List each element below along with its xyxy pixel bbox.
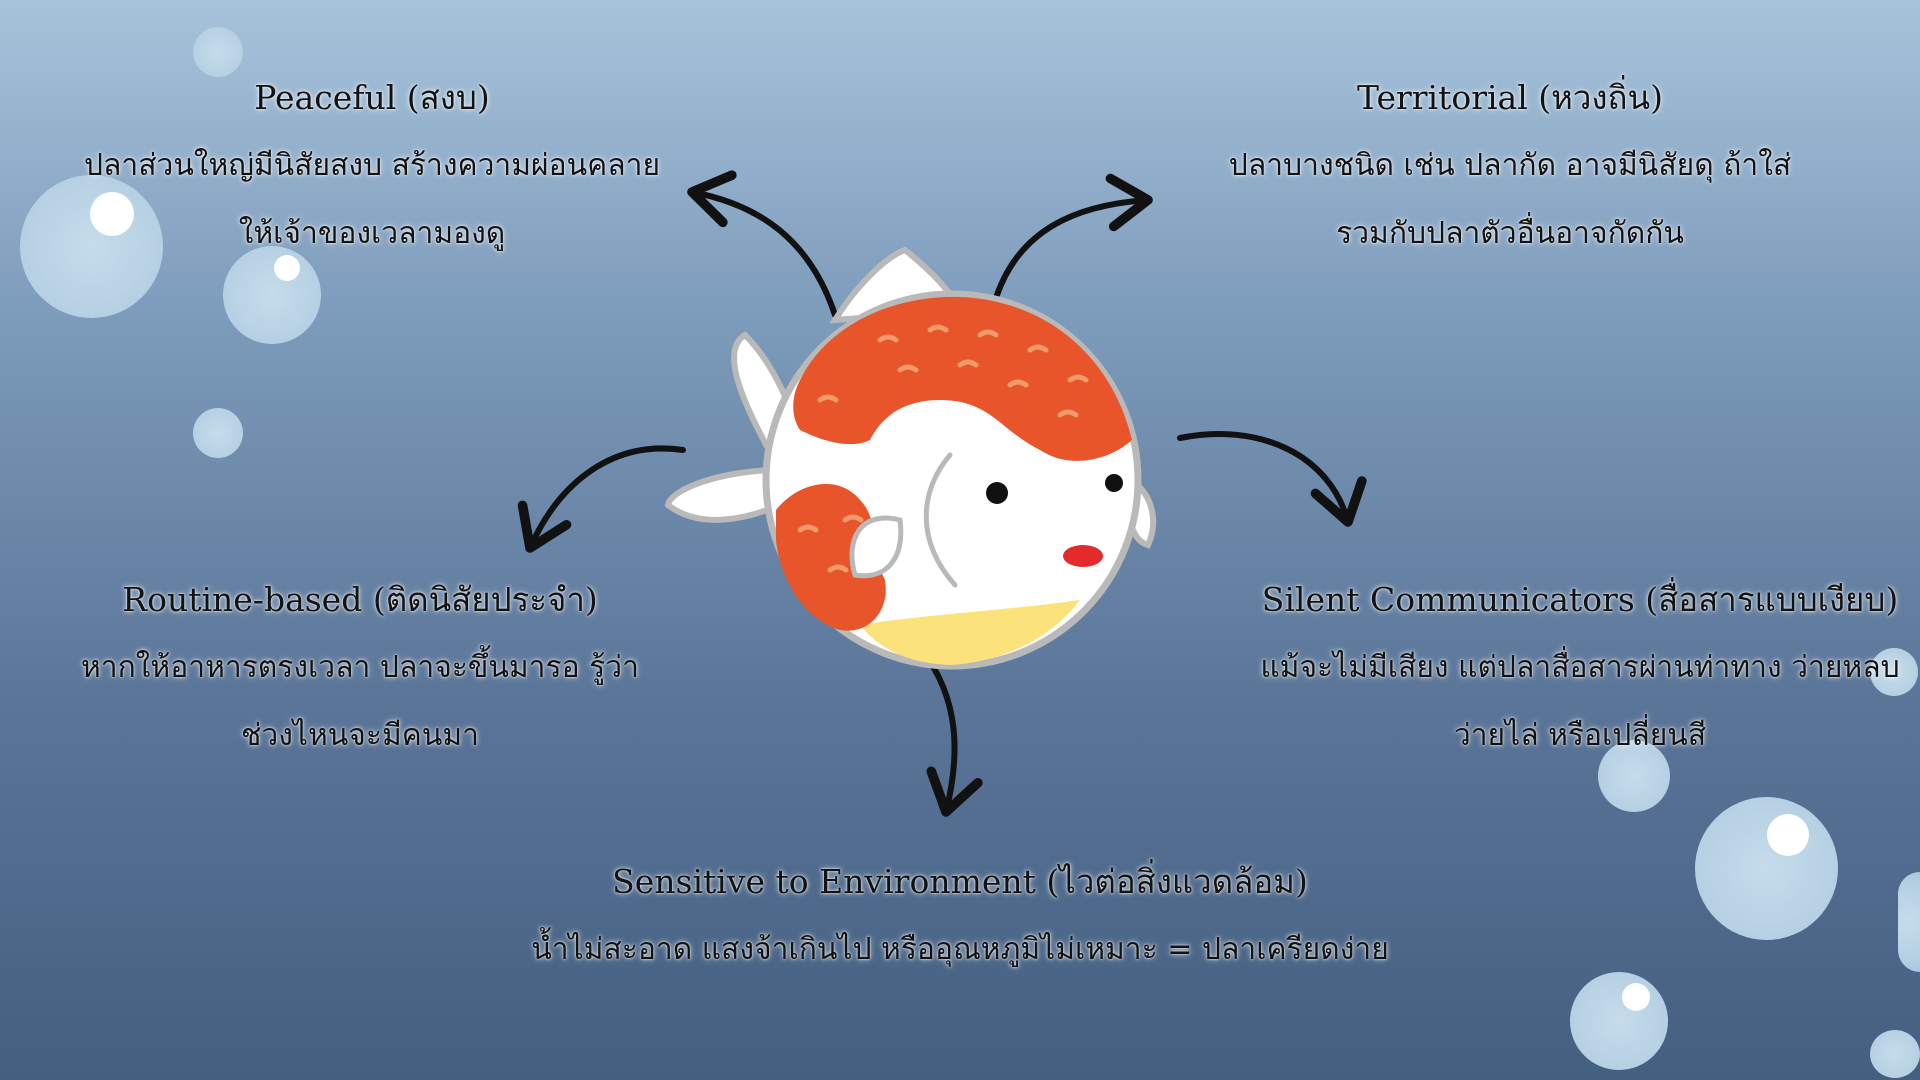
bubble-decoration [1870, 648, 1918, 696]
bubble-decoration [193, 27, 243, 77]
node-sensitive: Sensitive to Environment (ไวต่อสิ่งแวดล้… [460, 848, 1460, 984]
fish-belly [860, 600, 1080, 665]
bubble-shine [274, 255, 300, 281]
bubble-shine [90, 192, 134, 236]
node-desc-line: ให้เจ้าของเวลามองดู [238, 216, 506, 251]
bubble-decoration [1898, 872, 1920, 972]
node-title: Routine-based (ติดนิสัยประจำ) [122, 580, 598, 619]
fish-eye-right [1105, 474, 1123, 492]
node-routine: Routine-based (ติดนิสัยประจำ) หากให้อาหา… [40, 566, 680, 770]
node-desc-line: น้ำไม่สะอาด แสงจ้าเกินไป หรืออุณหภูมิไม่… [531, 932, 1389, 967]
node-peaceful: Peaceful (สงบ) ปลาส่วนใหญ่มีนิสัยสงบ สร้… [62, 64, 682, 268]
bubble-decoration [223, 246, 321, 344]
bubble-decoration [1870, 1030, 1920, 1078]
node-desc-line: ช่วงไหนจะมีคนมา [241, 718, 479, 753]
node-title: Sensitive to Environment (ไวต่อสิ่งแวดล้… [612, 862, 1308, 901]
fish-tail-bottom [664, 466, 794, 523]
node-desc-line: หากให้อาหารตรงเวลา ปลาจะขึ้นมารอ รู้ว่า [81, 650, 639, 685]
node-silent: Silent Communicators (สื่อสารแบบเงียบ) แ… [1250, 566, 1910, 770]
node-title: Peaceful (สงบ) [254, 78, 490, 117]
node-territorial: Territorial (หวงถิ่น) ปลาบางชนิด เช่น ปล… [1200, 64, 1820, 268]
fish-gill [923, 452, 958, 588]
bubble-shine [1622, 983, 1650, 1011]
fish-pectoral-fin [849, 515, 904, 579]
bubble-decoration [193, 408, 243, 458]
fish-mouth [1063, 545, 1103, 567]
fish-eye-left [986, 482, 1008, 504]
node-desc-line: แม้จะไม่มีเสียง แต่ปลาสื่อสารผ่านท่าทาง … [1260, 650, 1900, 685]
fish-orange-patch-top [793, 296, 1132, 461]
arrow-to-routine [517, 445, 686, 553]
bubble-decoration [1598, 740, 1670, 812]
bubble-decoration [1695, 797, 1838, 940]
node-desc-line: ว่ายไล่ หรือเปลี่ยนสี [1453, 718, 1707, 753]
arrow-to-peaceful [687, 170, 838, 318]
bubble-decoration [20, 175, 163, 318]
arrow-to-territorial [994, 173, 1153, 298]
node-desc-line: ปลาส่วนใหญ่มีนิสัยสงบ สร้างความผ่อนคลาย [83, 148, 661, 183]
node-desc-line: รวมกับปลาตัวอื่นอาจกัดกัน [1336, 216, 1684, 251]
arrow-to-silent [1177, 431, 1367, 527]
node-title: Territorial (หวงถิ่น) [1357, 78, 1663, 117]
fish-scales [797, 324, 1089, 573]
node-desc-line: ปลาบางชนิด เช่น ปลากัด อาจมีนิสัยดุ ถ้าใ… [1228, 148, 1792, 183]
bubble-decoration [1570, 972, 1668, 1070]
bubble-shine [1767, 814, 1809, 856]
node-title: Silent Communicators (สื่อสารแบบเงียบ) [1261, 580, 1899, 619]
